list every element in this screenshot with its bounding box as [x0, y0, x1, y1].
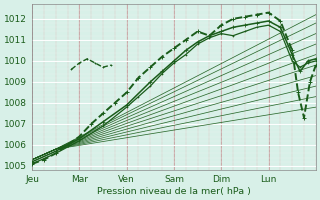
X-axis label: Pression niveau de la mer( hPa ): Pression niveau de la mer( hPa )	[97, 187, 251, 196]
